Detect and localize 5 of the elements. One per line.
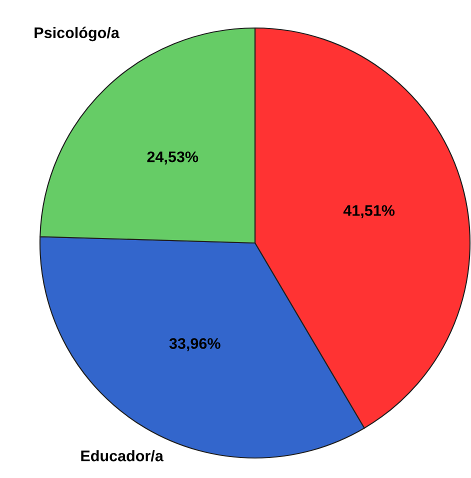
- data-label: 24,53%: [147, 151, 198, 164]
- slice-label: Educador/a: [81, 450, 164, 462]
- slice-label: Psicológo/a: [34, 26, 120, 42]
- data-label: 41,51%: [343, 205, 395, 218]
- data-label: 33,96%: [169, 338, 220, 352]
